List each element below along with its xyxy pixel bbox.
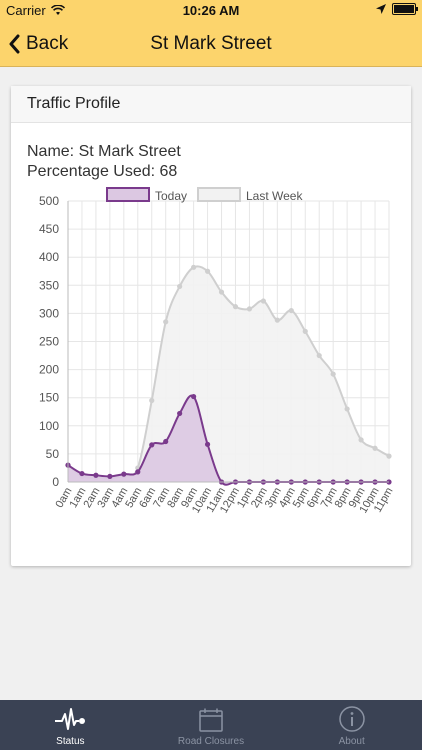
data-point-last-week bbox=[386, 453, 392, 459]
street-name: Name: St Mark Street bbox=[27, 143, 181, 160]
tab-bar: Status Road Closures About bbox=[0, 700, 422, 750]
y-tick-label: 300 bbox=[39, 306, 59, 320]
data-point-last-week bbox=[274, 317, 280, 323]
y-tick-label: 100 bbox=[39, 419, 59, 433]
data-point-last-week bbox=[149, 397, 155, 404]
tab-road-closures[interactable]: Road Closures bbox=[141, 700, 282, 750]
location-arrow-icon bbox=[376, 4, 386, 14]
data-point-last-week bbox=[191, 264, 197, 270]
data-point-last-week bbox=[246, 306, 253, 312]
legend-label: Last Week bbox=[246, 189, 303, 203]
status-bar: Carrier 10:26 AM bbox=[0, 0, 422, 22]
y-tick-label: 450 bbox=[39, 222, 59, 236]
chevron-left-icon bbox=[9, 34, 20, 54]
data-point-today bbox=[135, 469, 141, 475]
data-point-last-week bbox=[260, 298, 266, 304]
y-tick-label: 0 bbox=[52, 475, 59, 489]
back-label: Back bbox=[26, 33, 69, 54]
data-point-last-week bbox=[218, 289, 225, 295]
wifi-icon bbox=[50, 5, 65, 15]
legend-swatch-today bbox=[106, 187, 150, 202]
data-point-last-week bbox=[358, 437, 364, 443]
y-tick-label: 250 bbox=[39, 335, 59, 349]
traffic-profile-card: Traffic Profile Name: St Mark Street Per… bbox=[11, 86, 411, 566]
pulse-icon bbox=[55, 708, 86, 730]
data-point-today bbox=[204, 441, 211, 447]
data-point-last-week bbox=[177, 283, 183, 290]
tab-label: About bbox=[338, 736, 365, 747]
data-point-last-week bbox=[372, 445, 378, 451]
page-title: St Mark Street bbox=[150, 33, 272, 54]
calendar-icon bbox=[199, 708, 223, 732]
data-point-today bbox=[177, 410, 183, 417]
info-icon bbox=[338, 706, 365, 732]
data-point-today bbox=[163, 438, 169, 445]
legend-label: Today bbox=[155, 189, 187, 203]
y-tick-label: 150 bbox=[39, 391, 59, 405]
tab-about[interactable]: About bbox=[281, 700, 422, 750]
y-tick-label: 400 bbox=[39, 250, 59, 264]
y-tick-label: 350 bbox=[39, 278, 59, 292]
data-point-today bbox=[107, 473, 113, 479]
data-point-last-week bbox=[302, 328, 308, 334]
legend-swatch-last-week bbox=[197, 187, 241, 202]
y-tick-label: 50 bbox=[46, 447, 60, 461]
street-info: Name: St Mark Street Percentage Used: 68 bbox=[27, 142, 181, 182]
data-point-last-week bbox=[344, 406, 350, 412]
data-point-last-week bbox=[316, 352, 322, 359]
app-header: Carrier 10:26 AM Back St Mark Street bbox=[0, 0, 422, 67]
data-point-last-week bbox=[163, 319, 169, 325]
tab-label: Road Closures bbox=[177, 736, 245, 747]
carrier-label: Carrier bbox=[6, 3, 46, 18]
tab-status[interactable]: Status bbox=[0, 700, 141, 750]
data-point-last-week bbox=[288, 307, 294, 314]
data-point-last-week bbox=[204, 268, 211, 274]
y-tick-label: 500 bbox=[39, 194, 59, 208]
clock: 10:26 AM bbox=[182, 3, 240, 18]
traffic-chart: 0501001502002503003504004505000am1am2am3… bbox=[39, 187, 396, 515]
data-point-today bbox=[121, 471, 127, 477]
series-area-today bbox=[68, 395, 389, 485]
data-point-last-week bbox=[232, 304, 239, 310]
data-point-today bbox=[93, 472, 99, 478]
back-button[interactable]: Back bbox=[8, 22, 68, 66]
data-point-today bbox=[79, 470, 85, 477]
battery-icon bbox=[392, 3, 418, 15]
percentage-used: Percentage Used: 68 bbox=[27, 163, 178, 180]
series-area-last-week bbox=[68, 266, 389, 482]
card-title: Traffic Profile bbox=[11, 86, 411, 123]
data-point-today bbox=[149, 442, 155, 448]
data-point-today bbox=[191, 393, 197, 400]
y-tick-label: 200 bbox=[39, 363, 59, 377]
data-point-last-week bbox=[330, 371, 336, 377]
nav-bar: Back St Mark Street bbox=[0, 22, 422, 66]
tab-label: Status bbox=[56, 736, 85, 747]
